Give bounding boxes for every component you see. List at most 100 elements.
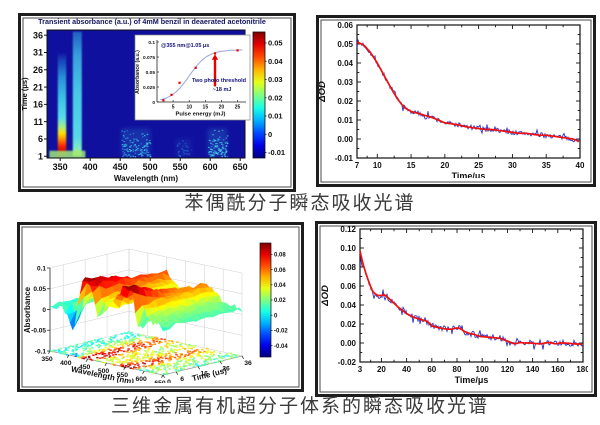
svg-text:0.04: 0.04	[340, 301, 356, 310]
svg-text:-0.04: -0.04	[274, 344, 288, 350]
benzil-decay-chart: 7 10 15 20 25 30 35 40 -0.01 0.00 0.01 0.02 0.03 0.04…	[319, 21, 585, 178]
svg-text:5: 5	[172, 105, 175, 111]
svg-text:550: 550	[117, 372, 129, 379]
svg-text:400: 400	[60, 360, 72, 367]
svg-text:0.08: 0.08	[274, 253, 286, 259]
svg-text:Time (us): Time (us)	[191, 366, 228, 383]
svg-text:0.06: 0.06	[274, 268, 286, 274]
svg-text:0.025: 0.025	[143, 85, 155, 91]
svg-text:-0.02: -0.02	[338, 358, 357, 367]
svg-text:0: 0	[274, 313, 278, 319]
svg-text:0.05: 0.05	[337, 40, 353, 49]
svg-text:Time/μs: Time/μs	[455, 375, 489, 385]
supramolecule-surface-chart: 0.10.050-0.05-0.135040045050055060065006…	[23, 242, 288, 383]
svg-text:20: 20	[219, 105, 225, 111]
svg-text:140: 140	[526, 365, 540, 374]
svg-text:0.04: 0.04	[337, 59, 353, 68]
svg-text:31: 31	[33, 48, 43, 58]
svg-text:350: 350	[41, 356, 53, 363]
svg-text:180: 180	[576, 365, 588, 374]
svg-text:0.1: 0.1	[148, 40, 155, 46]
svg-text:3: 3	[358, 365, 363, 374]
svg-text:0.1: 0.1	[37, 265, 46, 272]
svg-text:0.00: 0.00	[340, 339, 356, 348]
svg-text:0.02: 0.02	[337, 97, 353, 106]
svg-text:36: 36	[33, 30, 43, 40]
svg-text:80: 80	[453, 365, 462, 374]
caption-benzil: 苯偶酰分子瞬态吸收光谱	[184, 193, 416, 214]
svg-text:-0.02: -0.02	[274, 329, 288, 335]
svg-text:0.06: 0.06	[337, 21, 353, 30]
svg-text:26: 26	[33, 65, 43, 75]
svg-text:100: 100	[476, 365, 490, 374]
svg-text:0.04: 0.04	[274, 283, 286, 289]
svg-text:0.02: 0.02	[268, 93, 283, 102]
svg-text:Time (μs): Time (μs)	[21, 77, 29, 111]
svg-text:40: 40	[402, 365, 411, 374]
svg-text:600: 600	[203, 162, 218, 172]
svg-text:0.05: 0.05	[268, 39, 283, 48]
svg-text:0.01: 0.01	[337, 116, 353, 125]
svg-text:21: 21	[33, 82, 43, 92]
svg-text:0.05: 0.05	[33, 286, 46, 293]
svg-text:16: 16	[200, 371, 208, 378]
svg-text:36: 36	[244, 360, 252, 367]
svg-text:11: 11	[33, 117, 43, 127]
svg-text:@355 nm@1.05 μs: @355 nm@1.05 μs	[161, 43, 209, 49]
svg-text:30: 30	[508, 161, 517, 170]
svg-text:-0.05: -0.05	[31, 328, 46, 335]
svg-text:0.10: 0.10	[340, 244, 356, 253]
svg-text:10: 10	[186, 105, 192, 111]
svg-text:10: 10	[373, 161, 382, 170]
svg-text:550: 550	[173, 162, 188, 172]
benzil-heatmap-chart: 350 400 450 500 550 600 65016111621263136Wavel…	[21, 17, 285, 183]
svg-text:0.08: 0.08	[340, 263, 356, 272]
svg-text:6: 6	[38, 134, 43, 144]
svg-text:Time/μs: Time/μs	[452, 171, 486, 178]
svg-text:0.075: 0.075	[143, 55, 155, 61]
svg-text:25: 25	[474, 161, 483, 170]
supramolecule-surface-panel: 0.10.050-0.05-0.135040045050055060065006…	[17, 222, 304, 392]
svg-text:0.05: 0.05	[146, 70, 156, 76]
svg-text:Pulse energy (mJ): Pulse energy (mJ)	[176, 112, 226, 118]
supramolecule-decay-panel: 3 20 40 60 80 100 120 140 160 180 -0.02 0.00 0.02 0.0…	[315, 221, 597, 397]
svg-text:400: 400	[83, 162, 98, 172]
svg-text:600: 600	[135, 376, 147, 383]
svg-text:650: 650	[233, 162, 248, 172]
svg-text:450: 450	[79, 364, 91, 371]
svg-text:7: 7	[355, 161, 360, 170]
svg-text:0.06: 0.06	[340, 282, 356, 291]
svg-text:Wavelength (nm): Wavelength (nm)	[114, 174, 178, 183]
svg-text:0.02: 0.02	[274, 298, 286, 304]
svg-text:-0.01: -0.01	[335, 154, 354, 163]
svg-text:ΔOD: ΔOD	[319, 81, 328, 103]
svg-text:0.01: 0.01	[268, 112, 283, 121]
svg-text:20: 20	[377, 365, 386, 374]
svg-text:350: 350	[53, 162, 68, 172]
svg-text:-0.1: -0.1	[35, 348, 47, 355]
svg-text:0: 0	[167, 379, 171, 383]
svg-text:160: 160	[551, 365, 565, 374]
svg-text:0.04: 0.04	[268, 57, 283, 66]
svg-text:650: 650	[154, 380, 166, 383]
svg-text:Two photo threshold: Two photo threshold	[192, 78, 246, 84]
svg-text:Absorbance: Absorbance	[23, 286, 32, 333]
caption-supramolecule: 三维金属有机超分子体系的瞬态吸收光谱	[110, 396, 489, 417]
svg-text:0.02: 0.02	[340, 320, 356, 329]
svg-text:35: 35	[542, 161, 551, 170]
svg-text:500: 500	[98, 368, 110, 375]
svg-text:16: 16	[33, 100, 43, 110]
svg-text:-0.01: -0.01	[268, 148, 285, 157]
svg-text:0: 0	[268, 130, 272, 139]
svg-text:Transient absorbance (a.u.) of: Transient absorbance (a.u.) of 4mM benzi…	[38, 17, 266, 26]
svg-text:120: 120	[501, 365, 515, 374]
svg-text:0: 0	[152, 100, 155, 106]
svg-text:60: 60	[427, 365, 436, 374]
benzil-heatmap-panel: 350 400 450 500 550 600 650 1 6 11 16 21 26 31 36 Wavel…	[18, 13, 296, 192]
svg-text:20: 20	[440, 161, 449, 170]
svg-text:15: 15	[203, 105, 209, 111]
supramolecule-decay-chart: 3 20 40 60 80 100 120 140 160 180 -0.02 0.00 0.02 0.0…	[320, 225, 588, 385]
svg-text:25: 25	[235, 105, 241, 111]
svg-text:6: 6	[180, 376, 184, 383]
